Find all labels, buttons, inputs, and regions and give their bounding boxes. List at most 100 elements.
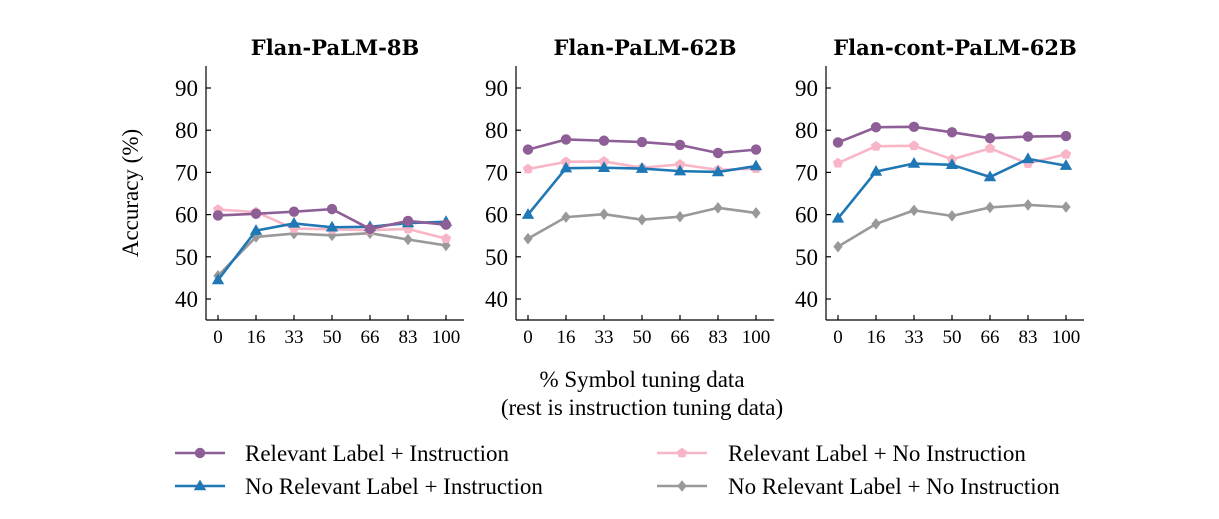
y-tick-label: 40 — [485, 287, 508, 312]
x-tick-label: 16 — [867, 327, 886, 348]
chart-panels: Flan-PaLM-8B 40 50 60 70 80 90 0 16 33 50 66 83 100 Fl… — [175, 35, 1084, 348]
legend-label: Relevant Label + Instruction — [245, 441, 509, 466]
series — [211, 215, 453, 285]
data-point — [402, 215, 414, 227]
data-point — [984, 133, 996, 144]
data-point — [984, 142, 996, 153]
data-point — [325, 220, 339, 232]
data-point — [597, 161, 611, 172]
chart-panel: Flan-PaLM-62B 40 50 60 70 80 90 0 16 33 50 66 83 100 — [485, 35, 774, 348]
panel-title: Flan-cont-PaLM-62B — [833, 35, 1077, 60]
data-point — [750, 144, 762, 155]
x-tick-label: 66 — [671, 327, 690, 348]
data-point — [674, 139, 686, 151]
chart-panel: Flan-PaLM-8B 40 50 60 70 80 90 0 16 33 50 66 83 100 — [175, 35, 464, 348]
data-point — [712, 147, 724, 159]
y-tick-label: 50 — [485, 245, 508, 270]
data-point — [327, 229, 337, 242]
x-tick-label: 16 — [557, 327, 576, 348]
data-point — [713, 202, 723, 214]
series — [522, 134, 762, 159]
panel-title: Flan-PaLM-8B — [251, 35, 419, 60]
data-point — [870, 122, 882, 133]
legend-label: No Relevant Label + No Instruction — [728, 474, 1060, 499]
series — [833, 199, 1071, 253]
data-point — [212, 210, 224, 221]
x-tick-label: 33 — [905, 327, 924, 348]
data-point — [946, 127, 958, 138]
x-axis-label: % Symbol tuning data — [539, 367, 744, 392]
y-tick-label: 70 — [175, 160, 198, 185]
legend-marker — [194, 447, 206, 459]
legend-label: No Relevant Label + Instruction — [245, 474, 543, 499]
data-point — [523, 232, 533, 245]
x-tick-label: 50 — [633, 327, 652, 348]
data-point — [636, 136, 648, 148]
data-point — [983, 170, 997, 182]
x-tick-label: 100 — [432, 327, 461, 348]
y-tick-label: 40 — [795, 287, 818, 312]
data-point — [832, 137, 844, 148]
data-point — [637, 213, 647, 226]
series — [832, 121, 1072, 148]
y-tick-label: 70 — [795, 160, 818, 185]
x-tick-label: 0 — [523, 327, 533, 348]
data-point — [870, 140, 882, 151]
x-axis-label-note: (rest is instruction tuning data) — [501, 395, 783, 420]
data-point — [1059, 159, 1073, 170]
y-tick-label: 90 — [795, 76, 818, 101]
x-tick-label: 0 — [213, 327, 223, 348]
data-point — [908, 140, 920, 151]
legend-entry: Relevant Label + Instruction — [175, 441, 509, 466]
data-point — [560, 134, 572, 145]
data-point — [250, 208, 262, 219]
x-tick-label: 100 — [742, 327, 771, 348]
y-tick-label: 90 — [485, 76, 508, 101]
data-point — [673, 164, 687, 176]
data-point — [561, 211, 571, 223]
y-tick-label: 50 — [175, 245, 198, 270]
data-point — [1023, 199, 1033, 211]
y-tick-label: 80 — [175, 118, 198, 143]
data-point — [907, 157, 921, 168]
data-point — [598, 135, 610, 146]
y-tick-label: 60 — [485, 203, 508, 228]
data-point — [364, 223, 376, 235]
data-point — [249, 224, 263, 235]
data-point — [985, 201, 995, 214]
data-point — [440, 219, 452, 230]
y-axis-label: Accuracy (%) — [118, 129, 143, 257]
legend-marker — [193, 479, 207, 491]
x-tick-label: 33 — [285, 327, 304, 348]
x-tick-label: 83 — [709, 327, 728, 348]
legend-label: Relevant Label + No Instruction — [728, 441, 1026, 466]
y-tick-label: 60 — [795, 203, 818, 228]
data-point — [833, 240, 843, 253]
data-point — [211, 273, 225, 285]
data-point — [522, 163, 534, 174]
data-point — [945, 158, 959, 170]
data-point — [635, 162, 649, 173]
legend: Relevant Label + Instruction Relevant Lab… — [175, 441, 1060, 499]
panel-title: Flan-PaLM-62B — [553, 35, 736, 60]
series — [523, 202, 761, 245]
chart-panel: Flan-cont-PaLM-62B 40 50 60 70 80 90 0 16 33 50 66 8… — [795, 35, 1084, 348]
data-point — [749, 159, 763, 171]
data-point — [832, 157, 844, 168]
data-point — [441, 239, 451, 252]
data-point — [869, 165, 883, 176]
data-point — [522, 144, 534, 155]
y-tick-label: 40 — [175, 287, 198, 312]
data-point — [403, 233, 413, 246]
data-point — [440, 233, 452, 244]
x-tick-label: 50 — [943, 327, 962, 348]
data-point — [751, 207, 761, 219]
y-tick-label: 60 — [175, 203, 198, 228]
x-tick-label: 0 — [833, 327, 843, 348]
legend-entry: Relevant Label + No Instruction — [657, 441, 1026, 466]
series — [212, 203, 452, 235]
data-point — [287, 216, 301, 228]
x-tick-label: 16 — [247, 327, 266, 348]
data-point — [908, 121, 920, 133]
legend-entry: No Relevant Label + Instruction — [175, 474, 543, 499]
